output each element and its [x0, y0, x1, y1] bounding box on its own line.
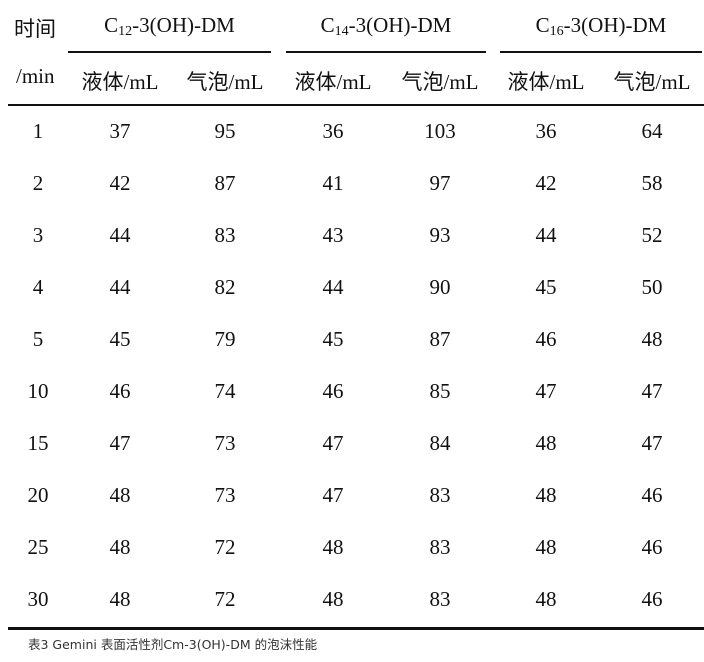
- group-rule: [500, 51, 702, 53]
- value-cell: 47: [641, 379, 663, 403]
- value-cell: 84: [429, 431, 451, 455]
- value-cell: 47: [322, 483, 344, 507]
- value-cell: 87: [214, 171, 236, 195]
- value-cell: 36: [322, 119, 344, 143]
- time-unit-header: /min: [16, 64, 55, 88]
- group-header-c14: C14-3(OH)-DM: [320, 13, 452, 39]
- value-cell: 42: [109, 171, 131, 195]
- value-cell: 72: [214, 587, 236, 611]
- value-cell: 58: [641, 171, 663, 195]
- column-subheader: 气泡/mL: [186, 70, 264, 94]
- value-cell: 73: [214, 483, 236, 507]
- value-cell: 48: [322, 535, 344, 559]
- value-cell: 45: [322, 327, 344, 351]
- value-cell: 74: [214, 379, 236, 403]
- value-cell: 44: [109, 223, 131, 247]
- value-cell: 46: [535, 327, 557, 351]
- column-subheader: 液体/mL: [507, 70, 585, 94]
- value-cell: 44: [109, 275, 131, 299]
- value-cell: 48: [109, 535, 131, 559]
- value-cell: 44: [535, 223, 557, 247]
- column-subheader: 气泡/mL: [401, 70, 479, 94]
- value-cell: 103: [424, 119, 456, 143]
- value-cell: 95: [214, 119, 236, 143]
- group-header-c12: C12-3(OH)-DM: [104, 13, 235, 39]
- time-cell: 4: [32, 275, 44, 299]
- value-cell: 72: [214, 535, 236, 559]
- table-caption: 表3 Gemini 表面活性剂Cm-3(OH)-DM 的泡沫性能: [28, 637, 318, 652]
- value-cell: 90: [429, 275, 451, 299]
- value-cell: 87: [429, 327, 451, 351]
- value-cell: 48: [535, 431, 557, 455]
- value-cell: 41: [322, 171, 344, 195]
- column-subheader: 液体/mL: [81, 70, 159, 94]
- value-cell: 79: [214, 327, 236, 351]
- time-cell: 15: [27, 431, 49, 455]
- time-cell: 25: [27, 535, 49, 559]
- value-cell: 46: [322, 379, 344, 403]
- value-cell: 64: [641, 119, 663, 143]
- bottom-rule: [8, 627, 704, 630]
- value-cell: 47: [535, 379, 557, 403]
- value-cell: 93: [429, 223, 451, 247]
- value-cell: 43: [322, 223, 344, 247]
- value-cell: 46: [641, 483, 663, 507]
- value-cell: 82: [214, 275, 236, 299]
- group-header-c16: C16-3(OH)-DM: [535, 13, 667, 39]
- value-cell: 83: [214, 223, 236, 247]
- value-cell: 48: [535, 535, 557, 559]
- column-subheader: 气泡/mL: [613, 70, 691, 94]
- value-cell: 83: [429, 587, 451, 611]
- value-cell: 42: [535, 171, 557, 195]
- value-cell: 83: [429, 483, 451, 507]
- value-cell: 46: [641, 535, 663, 559]
- value-cell: 46: [641, 587, 663, 611]
- value-cell: 48: [535, 483, 557, 507]
- value-cell: 48: [109, 587, 131, 611]
- time-cell: 30: [27, 587, 49, 611]
- column-subheader: 液体/mL: [294, 70, 372, 94]
- header-rule: [8, 104, 704, 106]
- time-cell: 3: [32, 223, 44, 247]
- value-cell: 47: [109, 431, 131, 455]
- value-cell: 37: [109, 119, 131, 143]
- value-cell: 97: [429, 171, 451, 195]
- group-rule: [286, 51, 486, 53]
- time-header: 时间: [14, 17, 56, 41]
- value-cell: 47: [322, 431, 344, 455]
- value-cell: 48: [322, 587, 344, 611]
- time-cell: 10: [27, 379, 49, 403]
- value-cell: 44: [322, 275, 344, 299]
- value-cell: 46: [109, 379, 131, 403]
- time-cell: 2: [32, 171, 44, 195]
- value-cell: 85: [429, 379, 451, 403]
- group-rule: [68, 51, 271, 53]
- value-cell: 73: [214, 431, 236, 455]
- time-cell: 20: [27, 483, 49, 507]
- value-cell: 45: [535, 275, 557, 299]
- time-cell: 1: [32, 119, 44, 143]
- value-cell: 48: [109, 483, 131, 507]
- value-cell: 50: [641, 275, 663, 299]
- value-cell: 47: [641, 431, 663, 455]
- value-cell: 48: [535, 587, 557, 611]
- value-cell: 83: [429, 535, 451, 559]
- value-cell: 45: [109, 327, 131, 351]
- value-cell: 36: [535, 119, 557, 143]
- value-cell: 52: [641, 223, 663, 247]
- time-cell: 5: [32, 327, 44, 351]
- value-cell: 48: [641, 327, 663, 351]
